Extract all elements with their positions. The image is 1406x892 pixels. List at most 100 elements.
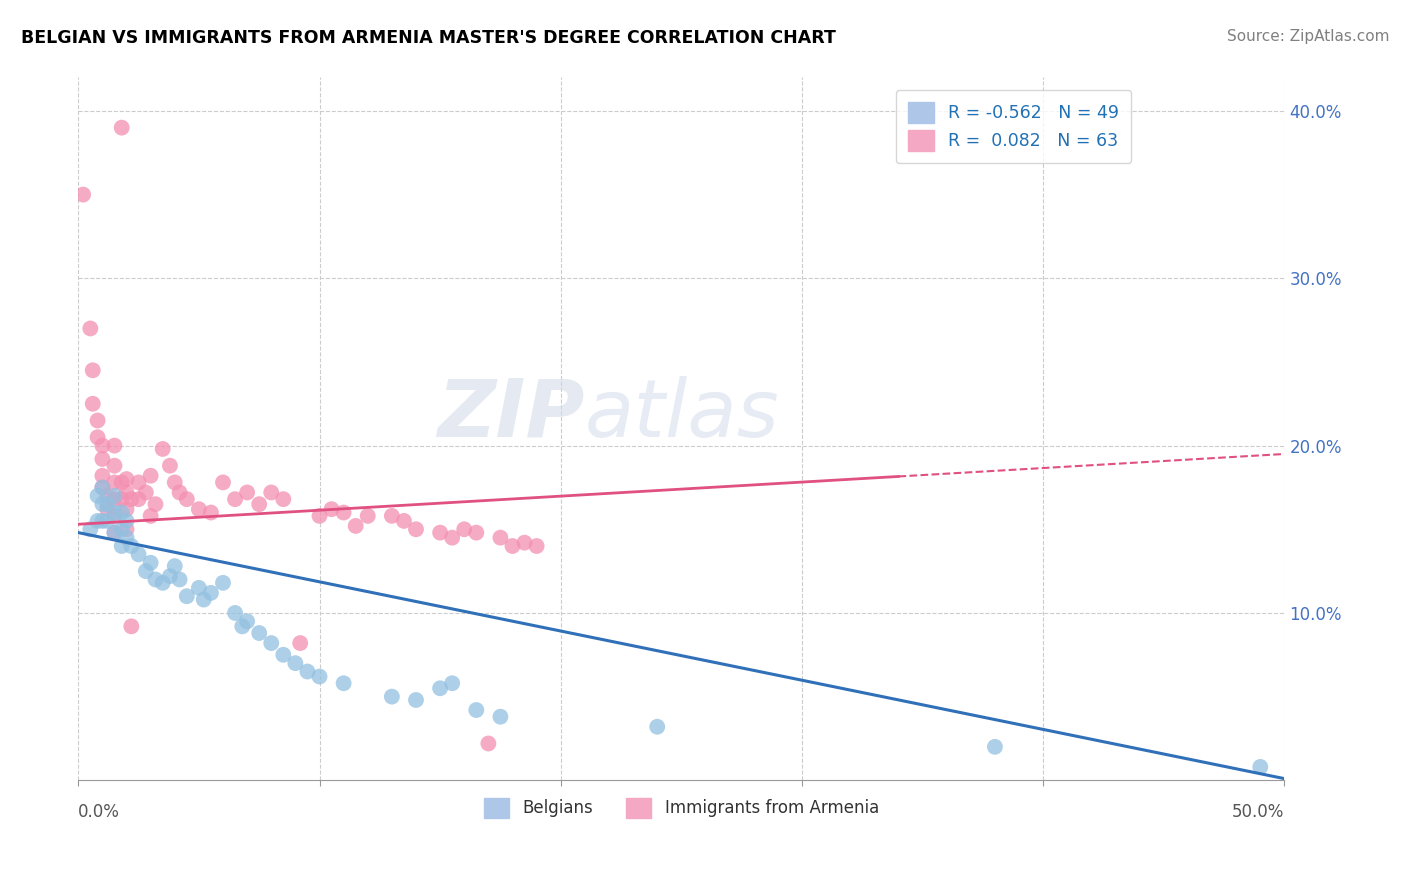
Point bbox=[159, 458, 181, 473]
Point bbox=[465, 525, 488, 540]
Point bbox=[273, 492, 295, 507]
Point bbox=[128, 548, 150, 562]
Point bbox=[96, 489, 118, 503]
Point bbox=[193, 592, 215, 607]
Point bbox=[120, 539, 142, 553]
Point bbox=[297, 665, 319, 679]
Point bbox=[984, 739, 1007, 754]
Point bbox=[103, 506, 125, 520]
Point bbox=[187, 581, 209, 595]
Point bbox=[103, 489, 125, 503]
Point bbox=[163, 559, 186, 574]
Point bbox=[429, 525, 451, 540]
Point bbox=[145, 497, 167, 511]
Point bbox=[405, 522, 427, 536]
Point bbox=[465, 703, 488, 717]
Point bbox=[284, 656, 307, 670]
Point bbox=[247, 626, 270, 640]
Point bbox=[357, 508, 380, 523]
Point bbox=[453, 522, 475, 536]
Point bbox=[392, 514, 415, 528]
Point bbox=[441, 531, 464, 545]
Point bbox=[273, 648, 295, 662]
Point bbox=[115, 522, 138, 536]
Point bbox=[260, 485, 283, 500]
Point bbox=[224, 492, 246, 507]
Point bbox=[212, 575, 235, 590]
Point bbox=[187, 502, 209, 516]
Point bbox=[115, 514, 138, 528]
Point bbox=[477, 737, 499, 751]
Point bbox=[96, 497, 118, 511]
Text: 50.0%: 50.0% bbox=[1232, 803, 1285, 821]
Point bbox=[489, 709, 512, 723]
Point bbox=[111, 522, 134, 536]
Point bbox=[308, 669, 330, 683]
Point bbox=[200, 506, 222, 520]
Point bbox=[224, 606, 246, 620]
Point bbox=[135, 564, 157, 578]
Point bbox=[163, 475, 186, 490]
Point bbox=[308, 508, 330, 523]
Point bbox=[103, 525, 125, 540]
Text: ZIP: ZIP bbox=[437, 376, 585, 454]
Point bbox=[321, 502, 343, 516]
Point bbox=[139, 556, 162, 570]
Point bbox=[212, 475, 235, 490]
Point bbox=[120, 619, 142, 633]
Point bbox=[381, 508, 404, 523]
Point bbox=[86, 430, 108, 444]
Point bbox=[111, 475, 134, 490]
Point bbox=[91, 514, 114, 528]
Point bbox=[91, 468, 114, 483]
Point bbox=[332, 506, 354, 520]
Point bbox=[103, 458, 125, 473]
Point bbox=[135, 485, 157, 500]
Point bbox=[115, 472, 138, 486]
Point bbox=[236, 615, 259, 629]
Point bbox=[96, 502, 118, 516]
Point bbox=[441, 676, 464, 690]
Point bbox=[86, 413, 108, 427]
Point bbox=[115, 485, 138, 500]
Point bbox=[489, 531, 512, 545]
Point bbox=[72, 187, 94, 202]
Point bbox=[502, 539, 524, 553]
Point bbox=[152, 442, 174, 456]
Point bbox=[176, 589, 198, 603]
Point bbox=[111, 506, 134, 520]
Point bbox=[236, 485, 259, 500]
Point bbox=[79, 522, 101, 536]
Text: 0.0%: 0.0% bbox=[79, 803, 120, 821]
Point bbox=[169, 485, 191, 500]
Point bbox=[115, 502, 138, 516]
Legend: Belgians, Immigrants from Armenia: Belgians, Immigrants from Armenia bbox=[477, 791, 886, 825]
Point bbox=[103, 475, 125, 490]
Point bbox=[103, 508, 125, 523]
Point bbox=[405, 693, 427, 707]
Point bbox=[91, 497, 114, 511]
Point bbox=[139, 508, 162, 523]
Point bbox=[290, 636, 312, 650]
Point bbox=[128, 475, 150, 490]
Point bbox=[381, 690, 404, 704]
Point bbox=[103, 439, 125, 453]
Point bbox=[120, 492, 142, 507]
Point bbox=[91, 452, 114, 467]
Point bbox=[86, 489, 108, 503]
Point bbox=[82, 363, 104, 377]
Point bbox=[1249, 760, 1271, 774]
Point bbox=[111, 539, 134, 553]
Text: atlas: atlas bbox=[585, 376, 779, 454]
Point bbox=[152, 575, 174, 590]
Point bbox=[513, 535, 536, 549]
Point bbox=[96, 514, 118, 528]
Point bbox=[103, 525, 125, 540]
Point bbox=[115, 531, 138, 545]
Point bbox=[91, 480, 114, 494]
Point bbox=[79, 321, 101, 335]
Point bbox=[86, 514, 108, 528]
Point bbox=[260, 636, 283, 650]
Point bbox=[82, 397, 104, 411]
Point bbox=[91, 439, 114, 453]
